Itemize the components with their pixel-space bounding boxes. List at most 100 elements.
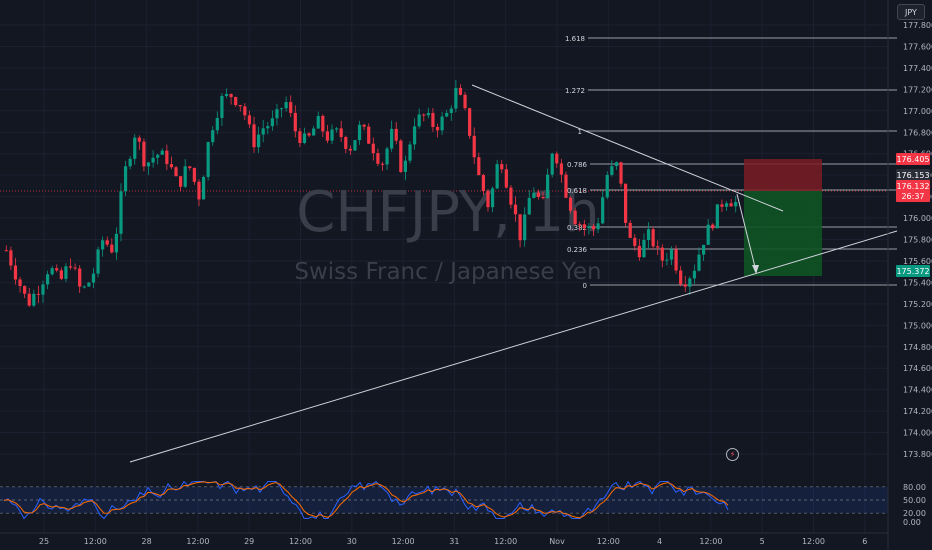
candle-body [669,249,674,260]
candle-body [110,244,114,253]
candle-body [665,259,669,261]
candle-body [50,268,54,275]
candle-body [568,197,573,211]
candle-body [59,270,63,279]
price-axis-label: 177.000 [903,107,932,116]
candle-body [408,144,412,161]
candle-body [619,162,623,184]
time-axis-label: 30 [347,537,357,546]
candle-body [197,181,201,200]
trend-lines[interactable] [129,84,898,463]
candle-body [266,126,270,129]
candle-body [284,102,288,109]
candle-body [371,143,375,154]
candle-body [426,112,430,116]
candle-body [715,204,719,229]
price-axis-label: 174.600 [903,364,932,373]
candle-body [114,233,118,253]
candle-body [9,250,13,266]
lightning-icon[interactable]: ⚡ [726,448,739,461]
candle-body [596,223,600,230]
short-position-tool[interactable] [744,159,822,276]
time-axis-label: 31 [449,537,459,546]
fib-level-label: 0.618 [567,187,587,195]
countdown-tag-text: 26:37 [901,192,924,201]
candle-body [82,286,86,288]
stop-loss-zone[interactable] [744,159,822,191]
candle-body [380,163,385,165]
candle-body [651,229,655,247]
candle-body [394,128,398,141]
currency-button[interactable]: JPY [897,4,925,20]
price-axis-label: 174.000 [903,429,932,438]
time-axis-label: 12:00 [289,537,312,546]
candle-body [367,126,371,144]
candle-body [27,293,31,306]
candle-body [128,158,132,167]
candle-body [188,166,192,168]
candle-body [495,164,499,189]
candle-body [18,279,22,286]
price-axis-label: 173.800 [903,450,932,459]
time-axis-label: 4 [657,537,662,546]
candle-body [683,284,687,287]
candle-body [41,284,45,295]
candle-body [105,240,109,245]
candle-body [348,148,352,151]
candle-body [656,246,660,248]
time-axis-label: 29 [244,537,254,546]
target-price-tag: 175.372 [896,265,930,277]
candle-body [289,102,293,113]
stop-price-tag: 176.405 [896,153,930,165]
candle-body [165,150,169,165]
candle-body [275,109,279,119]
candle-body [252,124,256,148]
candle-body [206,142,210,177]
candle-body [445,112,449,117]
candle-body [504,169,508,188]
current-price-tag-bg [896,169,930,181]
candle-body [578,224,582,226]
fibonacci-retracement[interactable]: 1.618 1.272 1 0.786 0.618 0.382 0.236 0 [565,35,897,290]
candle-body [362,124,366,127]
candle-body [146,162,151,167]
projection-arrow[interactable] [736,193,757,272]
candle-body [633,237,637,246]
candle-body [564,174,568,198]
candle-body [729,203,733,207]
price-axis-label: 175.800 [903,236,932,245]
fib-level-label: 0.236 [567,246,588,254]
candle-body [334,128,339,130]
candle-body [642,240,646,258]
stop-price-tag-bg [896,153,930,165]
candle-body [403,160,408,172]
target-price-tag-bg [896,265,930,277]
price-axis-label: 177.200 [903,85,932,94]
time-axis-label: 12:00 [494,537,517,546]
candle-body [307,133,311,136]
take-profit-zone[interactable] [744,191,822,276]
candle-body [477,157,481,176]
candle-body [137,137,141,142]
candle-body [509,187,513,205]
candle-body [385,148,389,165]
candle-body [610,166,614,175]
candle-body [123,166,128,192]
price-axis-label: 174.200 [903,407,932,416]
candle-body [257,134,261,148]
oscillator-d-line [3,481,729,519]
candle-body [472,135,476,158]
candle-body [697,254,701,271]
candle-body [614,162,619,167]
time-axis[interactable]: 25 12:00 28 12:00 29 12:00 30 12:00 31 12:00 Nov 12… [0,532,888,546]
ascending-trendline[interactable] [129,230,898,463]
candle-body [4,250,8,252]
candle-body [679,270,683,285]
descending-trendline[interactable] [471,84,784,212]
candle-body [215,117,219,131]
candle-body [96,249,100,274]
candle-body [541,197,545,199]
watermark-name: Swiss Franc / Japanese Yen [294,259,601,285]
